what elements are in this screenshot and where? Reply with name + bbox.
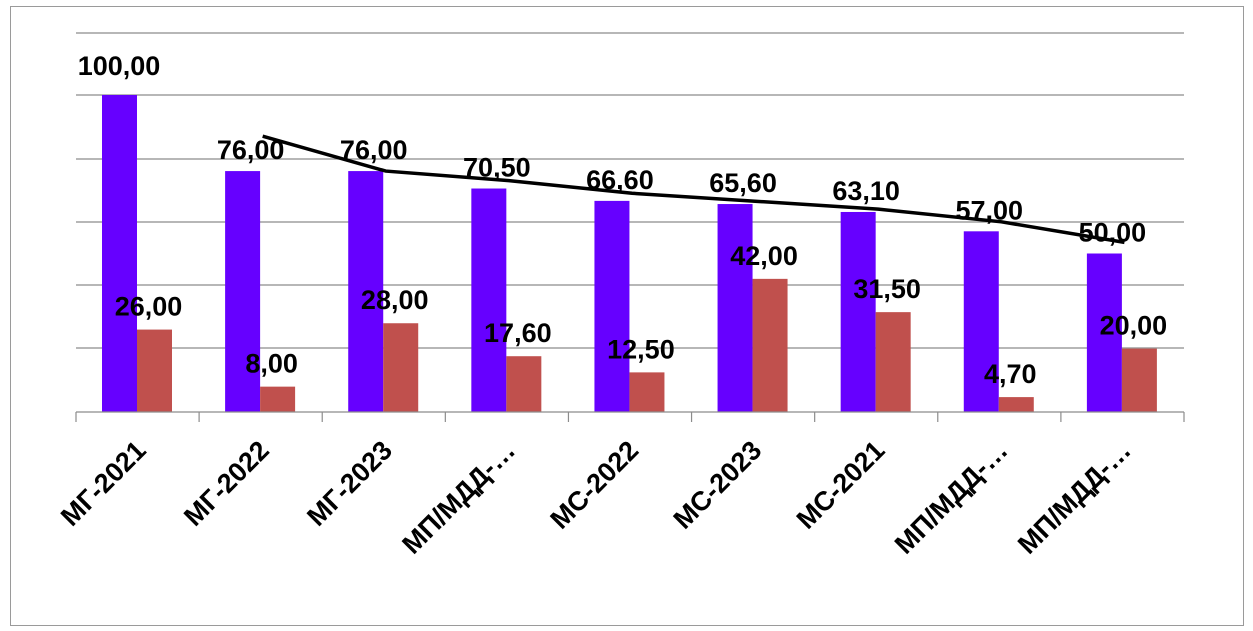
- chart-frame: 100,00 26,00 76,00 8,00 76,00 28,00 70,50 17,60…: [10, 6, 1244, 626]
- data-label-series-2: 4,70: [984, 359, 1037, 389]
- bar-series-1: [102, 95, 137, 412]
- bar-series-2: [875, 312, 911, 412]
- x-tick-label: МП/МДД-…: [1012, 435, 1137, 560]
- x-tick-label: МГ-2023: [301, 435, 398, 532]
- x-tick-label: МС-2022: [545, 435, 645, 535]
- data-label-series-1: 57,00: [955, 195, 1023, 225]
- data-label-series-1: 63,10: [832, 176, 900, 206]
- data-label-series-1: 100,00: [78, 51, 161, 81]
- data-label-series-2: 17,60: [484, 318, 552, 348]
- bar-chart: 100,00 26,00 76,00 8,00 76,00 28,00 70,50 17,60…: [55, 32, 1185, 560]
- bar-series-1: [840, 211, 876, 412]
- x-tick-label: МП/МДД-…: [396, 435, 521, 560]
- data-label-series-1: 50,00: [1079, 218, 1147, 248]
- x-tick-label: МГ-2021: [55, 435, 152, 532]
- bar-series-1: [225, 171, 261, 412]
- data-label-series-1: 76,00: [217, 135, 285, 165]
- bar-series-2: [998, 397, 1034, 412]
- bar-series-1: [1086, 253, 1122, 412]
- data-label-series-2: 20,00: [1100, 311, 1168, 341]
- bar-series-2: [752, 278, 788, 412]
- x-tick-label: МС-2021: [791, 435, 891, 535]
- bar-series-2: [1121, 348, 1157, 412]
- data-label-series-2: 42,00: [730, 241, 798, 271]
- x-tick-label: МП/МДД-…: [889, 435, 1014, 560]
- bar-series-1: [963, 231, 999, 412]
- bar-series-1: [471, 188, 507, 412]
- data-label-series-1: 76,00: [340, 135, 408, 165]
- bar-series-2: [137, 329, 172, 412]
- x-tick-label: МС-2023: [668, 435, 768, 535]
- bar-series-2: [383, 323, 419, 412]
- data-label-series-2: 28,00: [361, 285, 429, 315]
- data-label-series-1: 66,60: [586, 165, 654, 195]
- data-label-series-1: 70,50: [463, 153, 531, 183]
- bar-series-1: [594, 200, 630, 412]
- data-label-series-2: 8,00: [245, 349, 298, 379]
- bar-series-2: [506, 356, 542, 412]
- bar-series-1: [717, 204, 753, 412]
- data-label-series-2: 26,00: [115, 292, 183, 322]
- x-tick-label: МГ-2022: [178, 435, 275, 532]
- data-label-series-2: 31,50: [853, 274, 921, 304]
- bar-series-1: [348, 171, 384, 412]
- data-label-series-1: 65,60: [709, 168, 777, 198]
- data-label-series-2: 12,50: [607, 334, 675, 364]
- bar-series-2: [260, 386, 296, 412]
- bar-series-2: [629, 372, 665, 412]
- trend-line: [262, 134, 1125, 245]
